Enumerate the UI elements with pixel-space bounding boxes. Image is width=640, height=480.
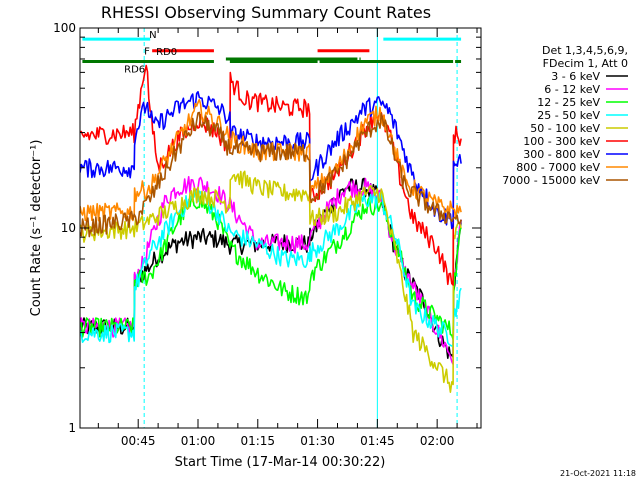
series-line-3	[80, 195, 462, 341]
y-tick-label: 10	[61, 221, 76, 235]
legend-entry-label: 6 - 12 keV	[544, 83, 600, 96]
x-tick-label: 01:00	[181, 434, 216, 448]
legend-entry-label: 100 - 300 keV	[523, 135, 600, 148]
series-line-4	[80, 190, 462, 347]
y-axis-ticks: 1 10 100	[53, 21, 481, 435]
x-axis-label: Start Time (17-Mar-14 00:30:22)	[175, 455, 386, 470]
series-line-7	[80, 91, 462, 230]
state-bars	[82, 37, 462, 63]
y-tick-label: 1	[68, 421, 76, 435]
state-bar-labels: NF RD0 RD6	[124, 30, 177, 75]
series-line-6	[80, 64, 462, 286]
x-tick-label: 01:15	[240, 434, 275, 448]
legend-entry-label: 25 - 50 keV	[537, 109, 600, 122]
legend-header-1: Det 1,3,4,5,6,9,	[542, 44, 628, 57]
legend-entry-label: 12 - 25 keV	[537, 96, 600, 109]
x-tick-label: 02:00	[420, 434, 455, 448]
state-bar-label-n: N	[149, 30, 156, 41]
x-axis-ticks: 00:45 01:00 01:15 01:30 01:45 02:00	[97, 28, 478, 448]
x-tick-label: 01:45	[360, 434, 395, 448]
generation-timestamp: 21-Oct-2021 11:18	[560, 469, 636, 478]
x-tick-label: 00:45	[121, 434, 156, 448]
legend: Det 1,3,4,5,6,9, FDecim 1, Att 0 3 - 6 k…	[502, 44, 628, 187]
legend-entry-label: 3 - 6 keV	[551, 70, 600, 83]
legend-entry-label: 7000 - 15000 keV	[502, 174, 600, 187]
y-tick-label: 100	[53, 21, 76, 35]
vertical-markers	[143, 28, 458, 428]
legend-header-2: FDecim 1, Att 0	[543, 57, 628, 70]
series-line-9	[80, 111, 462, 238]
legend-entry-label: 300 - 800 keV	[523, 148, 600, 161]
series-line-5	[80, 170, 462, 394]
state-bar-label-rd6: RD6	[124, 64, 145, 75]
y-axis-label: Count Rate (s⁻¹ detector⁻¹)	[29, 140, 44, 317]
chart-title: RHESSI Observing Summary Count Rates	[101, 3, 431, 22]
series-lines	[80, 64, 462, 394]
legend-entry-label: 800 - 7000 keV	[516, 161, 600, 174]
legend-entry-label: 50 - 100 keV	[530, 122, 600, 135]
state-bar-label-f: F	[144, 47, 150, 58]
x-tick-label: 01:30	[300, 434, 335, 448]
state-bar-label-rd0: RD0	[156, 47, 177, 58]
